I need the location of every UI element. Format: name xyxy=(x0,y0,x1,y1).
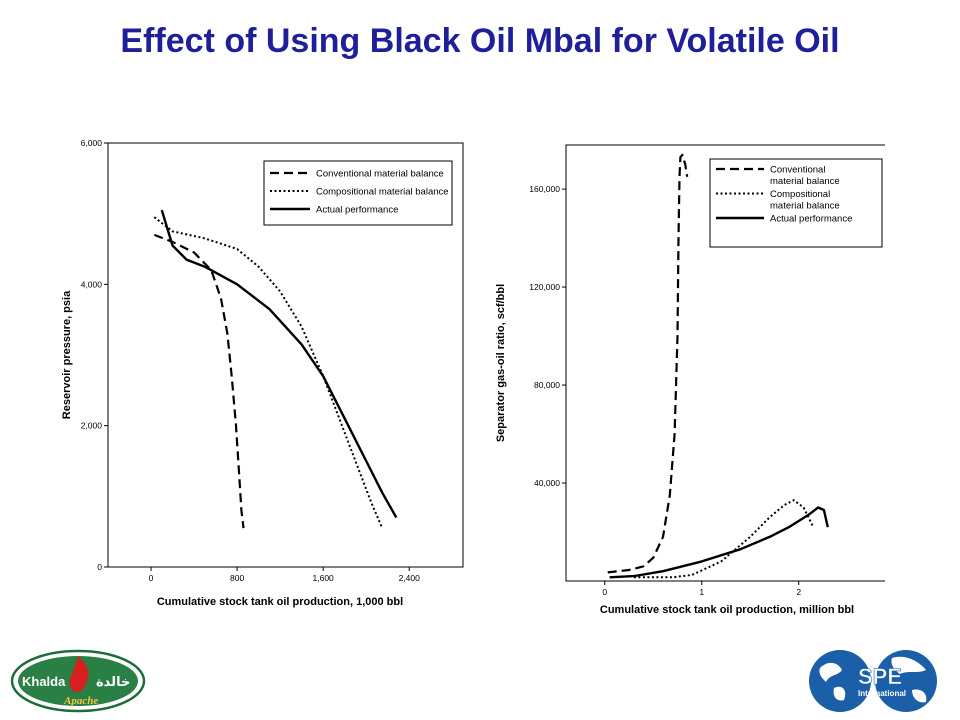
series-line-solid xyxy=(609,506,829,579)
series-line-solid xyxy=(160,209,398,519)
x-axis-label: Cumulative stock tank oil production, 1,… xyxy=(157,596,403,608)
x-tick-label: 800 xyxy=(230,573,244,583)
y-tick-label: 120,000 xyxy=(529,282,560,292)
y-tick-label: 80,000 xyxy=(534,380,560,390)
series-line-dotted xyxy=(633,499,815,579)
plot-frame xyxy=(565,144,885,582)
x-tick-label: 2,400 xyxy=(399,573,421,583)
khalda-logo: Khalda خالدة Apache xyxy=(10,649,146,713)
legend-label: Compositional material balance xyxy=(316,187,449,198)
series-line-dotted xyxy=(153,216,384,529)
y-tick-label: 4,000 xyxy=(81,279,103,289)
legend-label: Actual performance xyxy=(770,214,852,225)
y-tick-label: 2,000 xyxy=(81,421,103,431)
x-tick-label: 0 xyxy=(149,573,154,583)
series-line-dashed xyxy=(153,233,245,529)
y-tick-label: 160,000 xyxy=(529,184,560,194)
x-tick-label: 0 xyxy=(602,587,607,597)
khalda-logo-arabic: خالدة xyxy=(96,675,130,690)
pressure-chart: 0 800 1,600 2,400 0 2,000 4,000 6,000 Cumulative… xyxy=(61,138,464,608)
plot-frame xyxy=(107,142,464,568)
khalda-logo-text: Khalda xyxy=(22,674,66,689)
x-tick-label: 1 xyxy=(699,587,704,597)
legend-box xyxy=(709,158,883,248)
legend-label: Actual performance xyxy=(316,205,398,216)
gor-chart: 0 1 2 40,000 80,000 120,000 160,000 Cumulative … xyxy=(495,144,885,616)
legend-box xyxy=(263,160,453,226)
y-tick-label: 6,000 xyxy=(81,138,103,148)
legend-label: Compositional xyxy=(770,189,830,200)
y-axis-label: Separator gas-oil ratio, scf/bbl xyxy=(495,284,507,442)
y-axis-label: Reservoir pressure, psia xyxy=(61,290,73,419)
y-tick-label: 0 xyxy=(97,562,102,572)
y-tick-label: 40,000 xyxy=(534,478,560,488)
x-tick-label: 1,600 xyxy=(313,573,335,583)
legend-label: material balance xyxy=(770,201,840,212)
legend-label: Conventional xyxy=(770,165,825,176)
spe-logo-text: SPE xyxy=(858,664,902,689)
x-axis-label: Cumulative stock tank oil production, mi… xyxy=(600,604,854,616)
x-tick-label: 2 xyxy=(796,587,801,597)
legend-label: Conventional material balance xyxy=(316,169,444,180)
khalda-logo-partner: Apache xyxy=(63,695,98,707)
slide-title: Effect of Using Black Oil Mbal for Volat… xyxy=(120,22,840,60)
series-line-dashed xyxy=(607,153,689,574)
legend-label: material balance xyxy=(770,176,840,187)
spe-logo-subtext: International xyxy=(858,689,906,698)
spe-logo: SPE International xyxy=(809,650,937,712)
